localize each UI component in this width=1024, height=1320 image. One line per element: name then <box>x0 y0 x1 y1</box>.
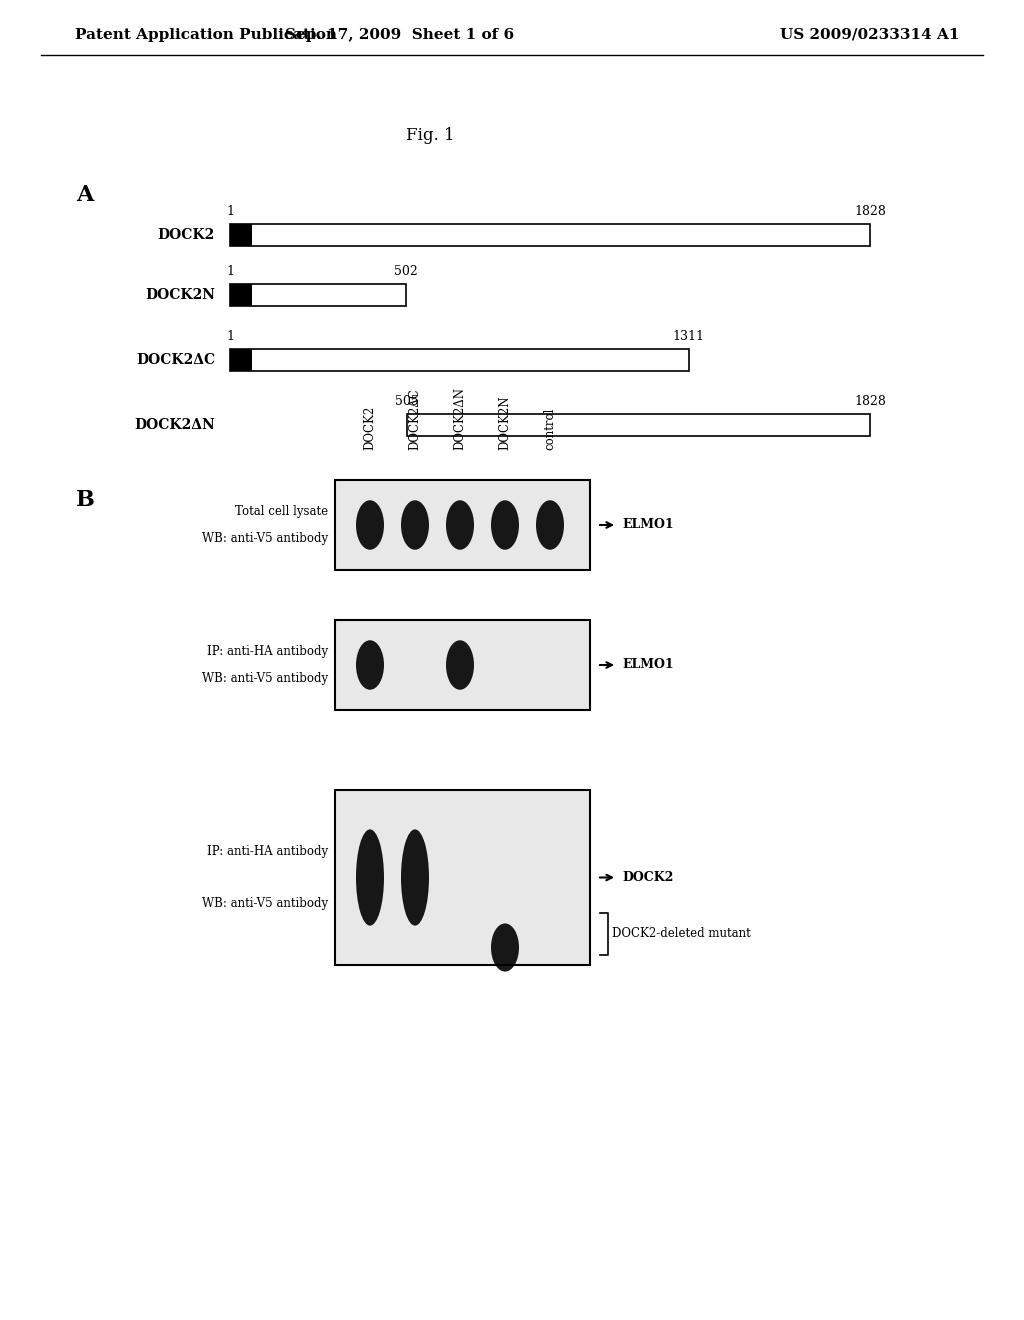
Text: 505: 505 <box>394 395 419 408</box>
Ellipse shape <box>490 500 519 549</box>
Text: 1: 1 <box>226 330 234 343</box>
Ellipse shape <box>401 829 429 925</box>
FancyBboxPatch shape <box>230 224 870 246</box>
FancyBboxPatch shape <box>230 284 252 306</box>
Text: Fig. 1: Fig. 1 <box>406 127 455 144</box>
Text: DOCK2ΔC: DOCK2ΔC <box>136 352 215 367</box>
FancyBboxPatch shape <box>335 789 590 965</box>
Text: Patent Application Publication: Patent Application Publication <box>75 28 337 42</box>
Ellipse shape <box>536 500 564 549</box>
FancyBboxPatch shape <box>230 224 252 246</box>
Ellipse shape <box>356 829 384 925</box>
Text: DOCK2: DOCK2 <box>158 228 215 242</box>
Text: DOCK2: DOCK2 <box>622 871 674 884</box>
Text: 1: 1 <box>226 265 234 279</box>
Ellipse shape <box>401 500 429 549</box>
Ellipse shape <box>446 640 474 690</box>
Text: US 2009/0233314 A1: US 2009/0233314 A1 <box>780 28 959 42</box>
Text: DOCK2ΔN: DOCK2ΔN <box>134 418 215 432</box>
Text: ELMO1: ELMO1 <box>622 519 674 532</box>
FancyBboxPatch shape <box>335 480 590 570</box>
Text: DOCK2ΔN: DOCK2ΔN <box>454 387 467 450</box>
Text: DOCK2: DOCK2 <box>364 405 377 450</box>
Text: DOCK2N: DOCK2N <box>145 288 215 302</box>
Text: IP: anti-HA antibody: IP: anti-HA antibody <box>207 645 328 657</box>
Text: B: B <box>76 488 94 511</box>
Text: Total cell lysate: Total cell lysate <box>234 506 328 517</box>
FancyBboxPatch shape <box>230 348 252 371</box>
Text: 1311: 1311 <box>673 330 705 343</box>
Text: 502: 502 <box>393 265 418 279</box>
Text: IP: anti-HA antibody: IP: anti-HA antibody <box>207 845 328 858</box>
FancyBboxPatch shape <box>335 620 590 710</box>
FancyBboxPatch shape <box>230 284 406 306</box>
Text: 1: 1 <box>226 205 234 218</box>
Text: ELMO1: ELMO1 <box>622 659 674 672</box>
Ellipse shape <box>446 500 474 549</box>
FancyBboxPatch shape <box>407 414 870 436</box>
Text: DOCK2N: DOCK2N <box>499 396 512 450</box>
Text: DOCK2ΔC: DOCK2ΔC <box>409 388 422 450</box>
Text: WB: anti-V5 antibody: WB: anti-V5 antibody <box>202 898 328 911</box>
Text: WB: anti-V5 antibody: WB: anti-V5 antibody <box>202 532 328 545</box>
Text: 1828: 1828 <box>854 395 886 408</box>
FancyBboxPatch shape <box>230 348 689 371</box>
Text: DOCK2-deleted mutant: DOCK2-deleted mutant <box>612 927 751 940</box>
Ellipse shape <box>356 640 384 690</box>
Text: WB: anti-V5 antibody: WB: anti-V5 antibody <box>202 672 328 685</box>
Text: A: A <box>77 183 93 206</box>
Text: 1828: 1828 <box>854 205 886 218</box>
Text: Sep. 17, 2009  Sheet 1 of 6: Sep. 17, 2009 Sheet 1 of 6 <box>286 28 515 42</box>
Ellipse shape <box>490 924 519 972</box>
Text: control: control <box>544 408 556 450</box>
Ellipse shape <box>356 500 384 549</box>
